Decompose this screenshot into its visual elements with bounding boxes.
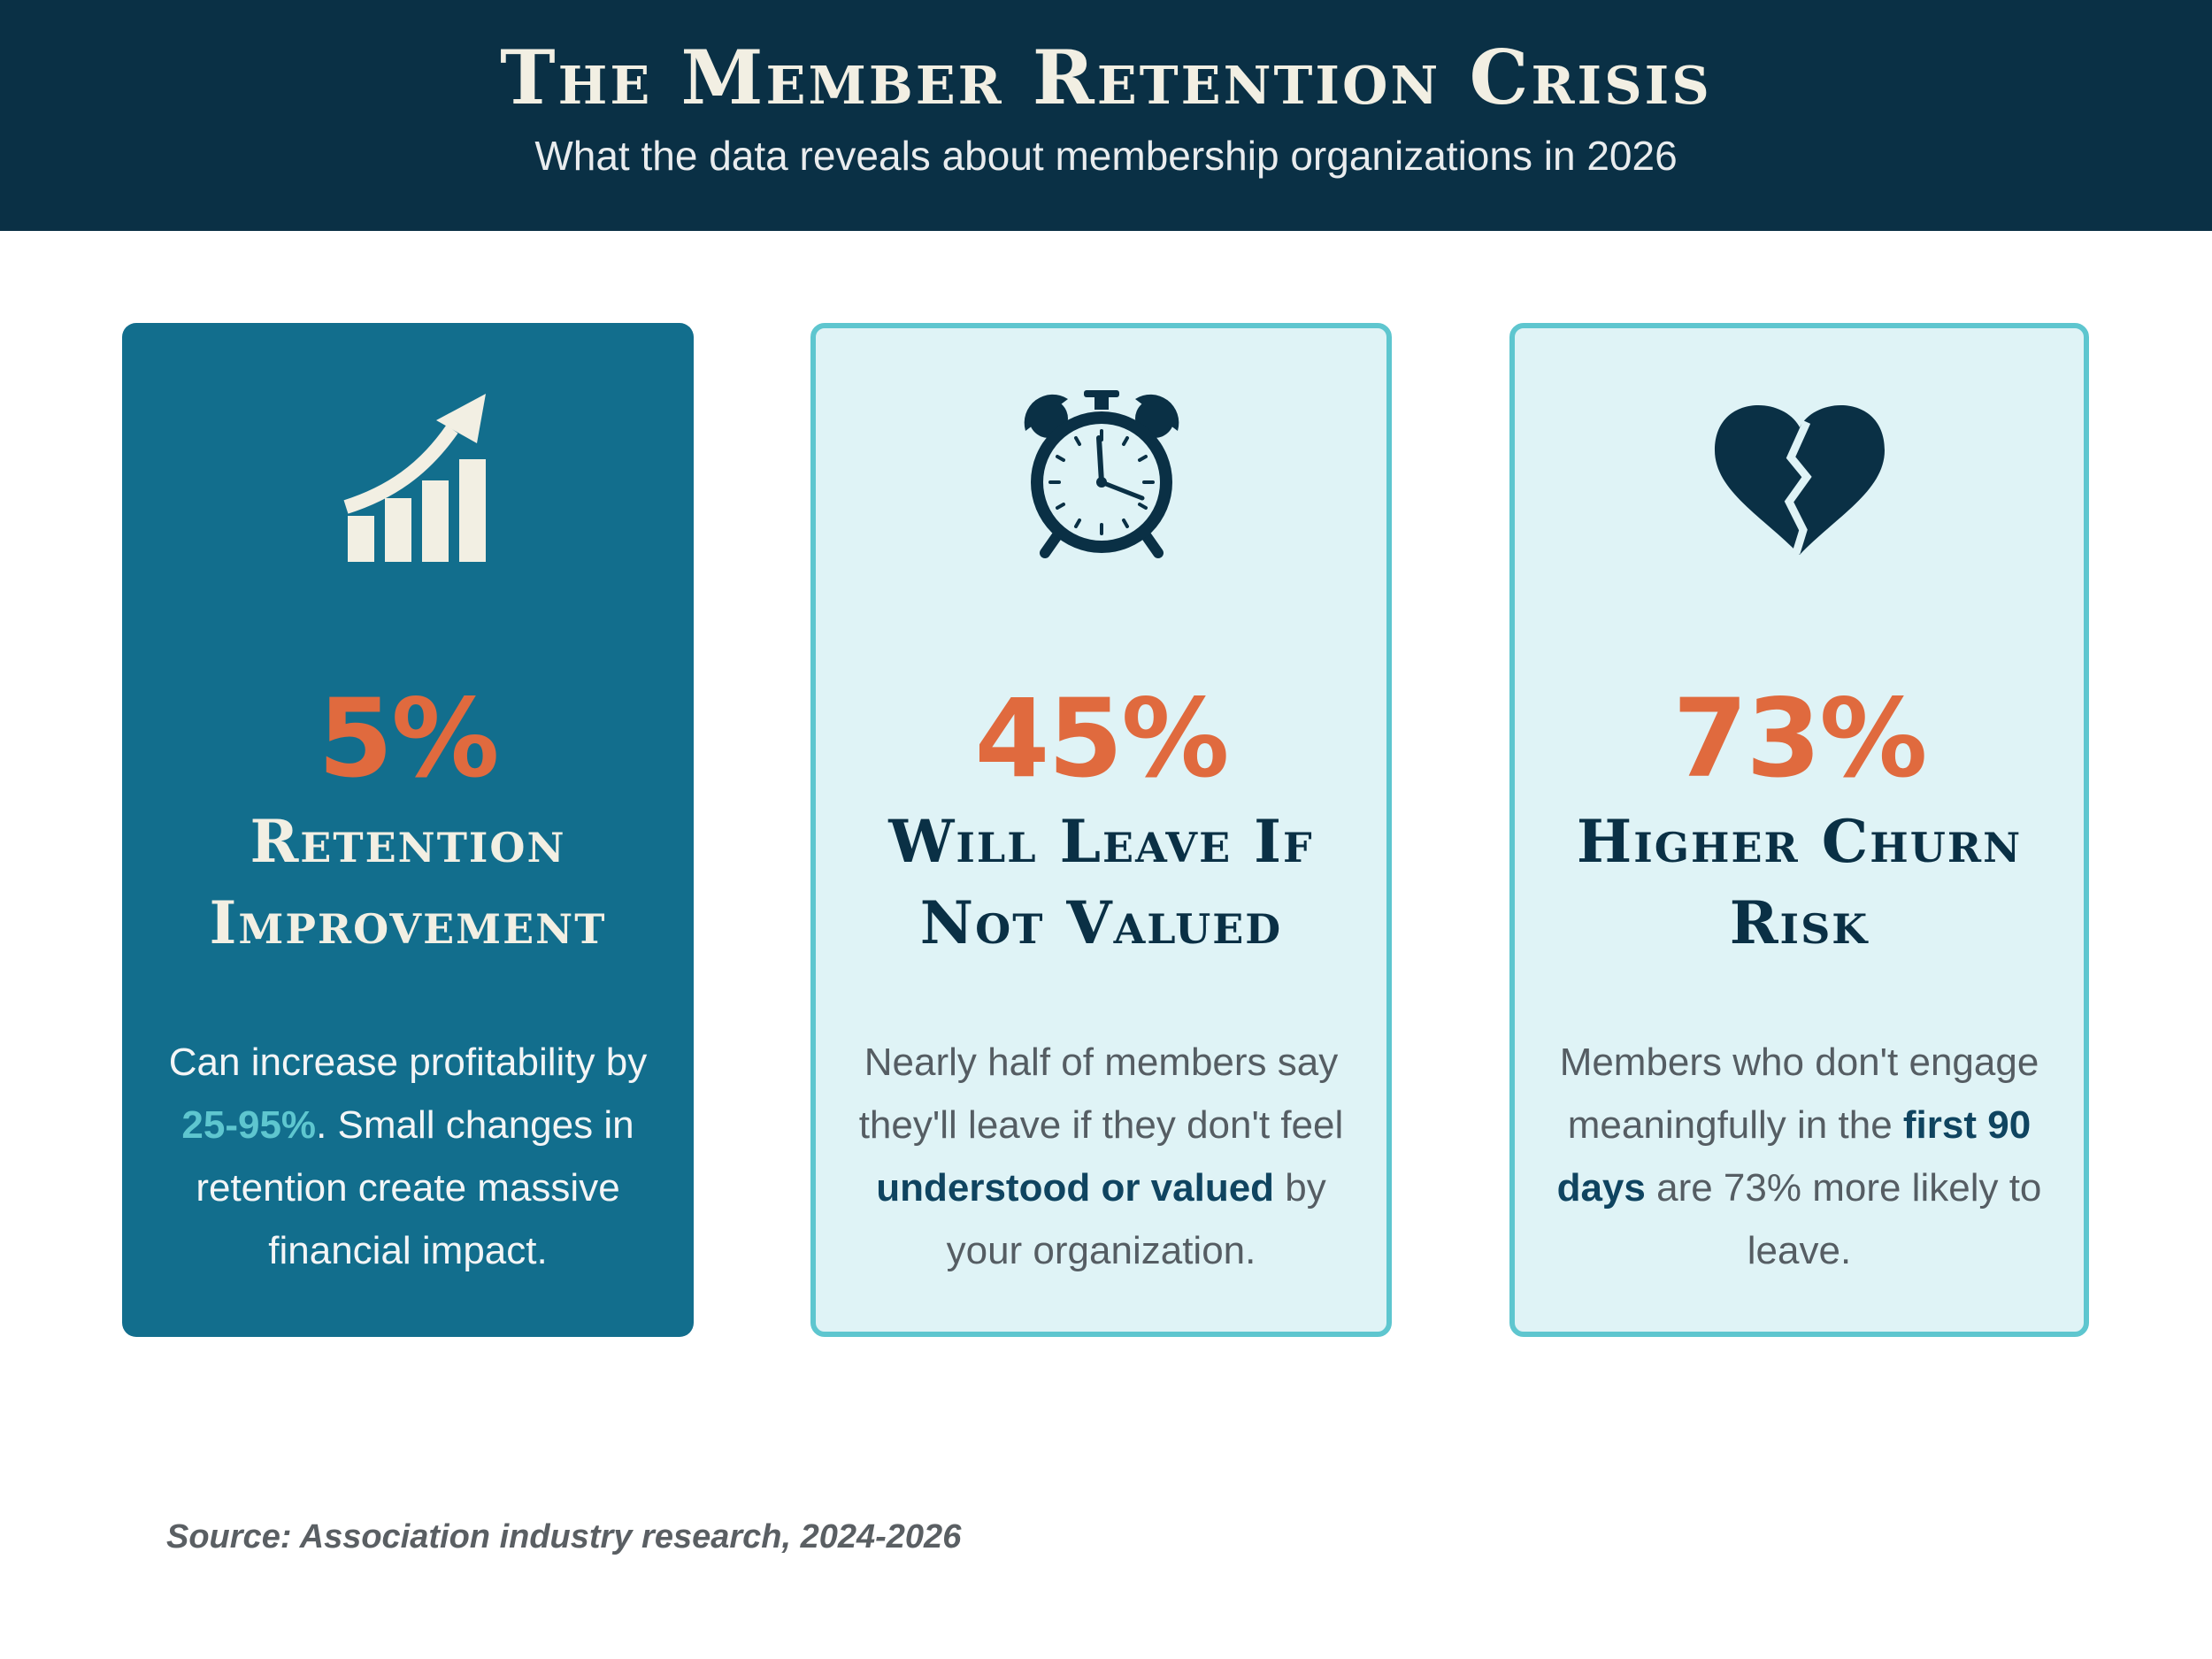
description-text: Members who don't engage meaningfully in… xyxy=(1559,1041,2039,1147)
page-subtitle: What the data reveals about membership o… xyxy=(534,133,1678,179)
description-highlight: 25-95% xyxy=(181,1103,317,1147)
description-text: by your organization. xyxy=(946,1166,1326,1272)
stat-label: Will Leave If Not Valued xyxy=(888,807,1314,957)
source-note: Source: Association industry research, 2… xyxy=(166,1518,962,1555)
page-title: The Member Retention Crisis xyxy=(500,34,1712,121)
stat-card-not-valued: 45% Will Leave If Not Valued Nearly half… xyxy=(810,323,1392,1337)
stat-value: 5% xyxy=(318,676,499,802)
stat-label: Higher Churn Risk xyxy=(1576,807,2023,957)
stat-description: Can increase profitability by 25-95%. Sm… xyxy=(157,1031,658,1282)
description-text: . Small changes in retention create mass… xyxy=(196,1103,634,1272)
stat-description: Nearly half of members say they'll leave… xyxy=(851,1031,1351,1282)
growth-chart-icon xyxy=(319,385,496,562)
stat-card-retention: 5% Retention Improvement Can increase pr… xyxy=(122,323,694,1337)
description-text: Can increase profitability by xyxy=(168,1041,648,1084)
broken-heart-icon xyxy=(1711,385,1888,562)
stat-value: 45% xyxy=(974,676,1229,802)
description-highlight: first 90 days xyxy=(1556,1103,2032,1210)
description-highlight: understood or valued xyxy=(876,1166,1275,1210)
header-banner: The Member Retention Crisis What the dat… xyxy=(0,0,2212,231)
alarm-clock-icon xyxy=(1013,385,1190,562)
stat-card-churn-risk: 73% Higher Churn Risk Members who don't … xyxy=(1509,323,2089,1337)
stat-value: 73% xyxy=(1672,676,1927,802)
description-text: Nearly half of members say they'll leave… xyxy=(858,1041,1344,1147)
description-text: are 73% more likely to leave. xyxy=(1645,1166,2042,1272)
stat-label: Retention Improvement xyxy=(209,807,607,957)
stat-description: Members who don't engage meaningfully in… xyxy=(1550,1031,2048,1282)
